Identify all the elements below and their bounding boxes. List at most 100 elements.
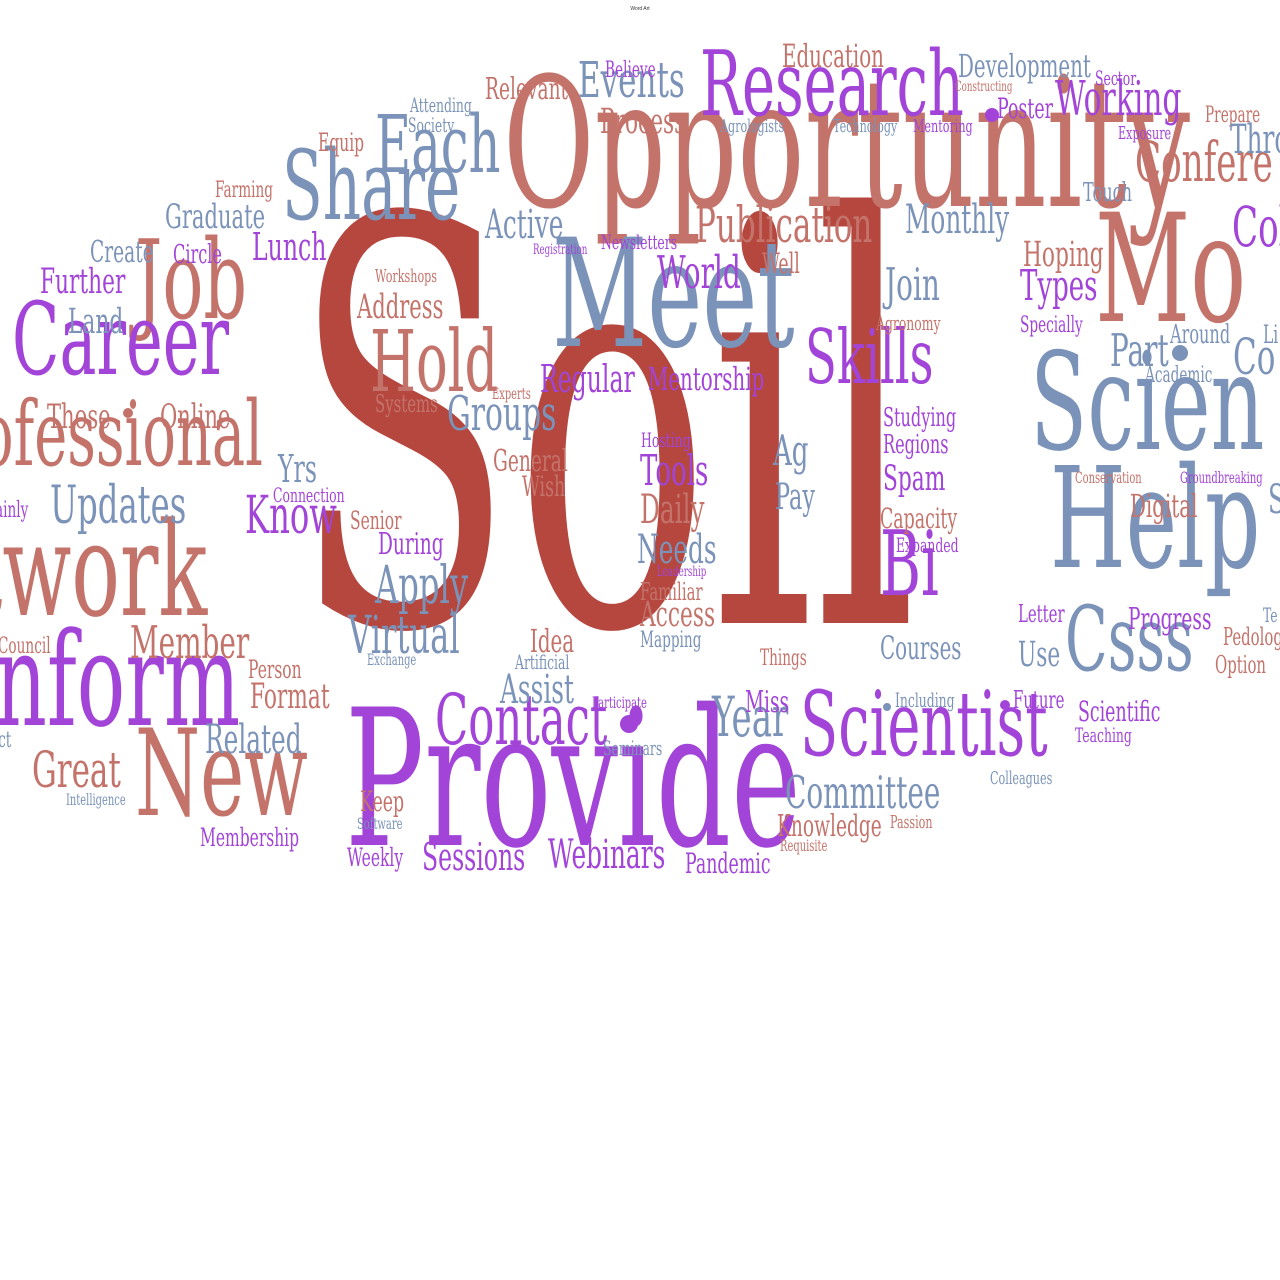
word-groups: Groups — [447, 386, 557, 442]
word-equip: Equip — [318, 128, 365, 157]
word-regular: Regular — [540, 357, 635, 401]
decorative-dot — [985, 108, 999, 122]
page-title: Word Art — [630, 6, 650, 12]
word-ag: Ag — [773, 426, 809, 475]
word-col: Col — [1232, 195, 1280, 259]
word-attending: Attending — [410, 93, 472, 117]
word-hoping: Hoping — [1023, 235, 1104, 275]
word-things: Things — [760, 646, 807, 671]
word-meet: Meet — [552, 208, 795, 382]
word-connection: Connection — [273, 483, 345, 507]
word-monthly: Monthly — [905, 197, 1010, 243]
word-soil: Soil — [292, 104, 918, 756]
word-studying: Studying — [883, 403, 957, 433]
word-conservation: Conservation — [1075, 468, 1142, 487]
word-well: Well — [762, 247, 800, 280]
word-miss: Miss — [745, 685, 790, 720]
word-active: Active — [485, 202, 564, 248]
word-nform: nform — [0, 604, 241, 756]
word-believe: Believe — [605, 58, 656, 83]
word-seminars: Seminars — [603, 736, 663, 760]
word-education: Education — [782, 37, 884, 75]
word-confere: Confere — [1135, 130, 1273, 194]
word-create: Create — [90, 235, 154, 270]
word-mapping: Mapping — [640, 628, 702, 653]
word-scientist: Scientist — [800, 672, 1048, 777]
word-experts: Experts — [492, 384, 531, 403]
word-pay: Pay — [775, 477, 815, 518]
word-agrologists: Agrologists — [720, 116, 785, 137]
word-mo: Mo — [1095, 183, 1247, 357]
word-future: Future — [1013, 686, 1065, 714]
word-li: Li — [1263, 320, 1279, 349]
word-weekly: Weekly — [347, 843, 404, 872]
word-sessions: Sessions — [422, 835, 526, 879]
word-scientific: Scientific — [1078, 695, 1161, 728]
word-around: Around — [1170, 320, 1231, 350]
word-knowledge: Knowledge — [777, 809, 882, 844]
word-participate: Participate — [592, 693, 647, 712]
word-farming: Farming — [215, 178, 274, 203]
word-provide: Provide — [345, 669, 801, 890]
word-expanded: Expanded — [896, 533, 959, 557]
word-passion: Passion — [890, 812, 933, 833]
word-sector: Sector — [1095, 66, 1137, 90]
word-access: Access — [640, 595, 716, 635]
word-registration: Registration — [533, 242, 588, 258]
word-updates: Updates — [50, 476, 187, 536]
word-land: Land — [68, 302, 124, 342]
word-colleagues: Colleagues — [990, 768, 1053, 789]
word-requisite: Requisite — [780, 836, 828, 855]
decorative-dot — [1172, 345, 1188, 361]
word-regions: Regions — [883, 430, 949, 460]
word-opportunity: Opportunity — [503, 40, 1191, 249]
word-related: Related — [205, 717, 302, 763]
word-hold: Hold — [370, 313, 499, 412]
word-senior: Senior — [350, 506, 402, 535]
word-digital: Digital — [1130, 487, 1198, 525]
word-process: Process — [600, 102, 686, 142]
word-each: Each — [375, 98, 501, 191]
word-help: Help — [1050, 438, 1261, 601]
word-csss: Csss — [1065, 587, 1194, 692]
word-webinars: Webinars — [548, 832, 666, 878]
word-bi: Bi — [880, 512, 939, 617]
decorative-dot — [883, 703, 891, 711]
word-online: Online — [160, 397, 231, 437]
word-co: Co — [1233, 328, 1276, 386]
word-keep: Keep — [360, 785, 405, 818]
word-ofessional: ofessional — [0, 382, 264, 487]
word-familiar: Familiar — [640, 578, 703, 606]
word-idea: Idea — [530, 622, 575, 660]
word-groundbreaking: Groundbreaking — [1180, 468, 1263, 487]
word-those: Those — [47, 397, 111, 437]
word-te: Te — [1263, 603, 1278, 627]
decorative-dot — [620, 715, 638, 733]
word-needs: Needs — [637, 527, 717, 573]
word-contact: Contact — [435, 679, 608, 761]
word-apply: Apply — [375, 556, 469, 616]
word-tools: Tools — [640, 446, 709, 495]
word-council: Council — [0, 634, 51, 659]
word-workshops: Workshops — [375, 266, 438, 287]
word-lunch: Lunch — [252, 225, 327, 269]
word-artificial: Artificial — [515, 650, 570, 674]
word-courses: Courses — [880, 629, 962, 667]
word-join: Join — [885, 258, 940, 311]
word-intelligence: Intelligence — [66, 790, 126, 809]
word-assist: Assist — [500, 667, 574, 713]
word-address: Address — [357, 287, 444, 327]
word-during: During — [378, 527, 444, 562]
word-mentoring: Mentoring — [913, 116, 973, 137]
word-specially: Specially — [1020, 313, 1083, 338]
word-use: Use — [1018, 635, 1061, 675]
word-mentorship: Mentorship — [648, 360, 765, 398]
word-types: Types — [1020, 261, 1098, 310]
word-part: Part — [1110, 324, 1169, 377]
word-ect: ect — [0, 728, 12, 753]
word-events: Events — [578, 51, 685, 109]
decorative-dot — [123, 408, 133, 418]
word-share: Share — [282, 130, 461, 242]
word-publication: Publication — [695, 196, 873, 254]
word-great: Great — [32, 741, 121, 799]
